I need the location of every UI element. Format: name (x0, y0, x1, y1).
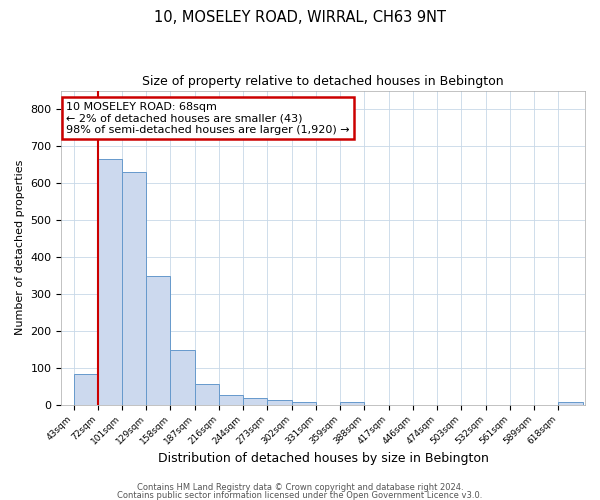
Text: 10 MOSELEY ROAD: 68sqm
← 2% of detached houses are smaller (43)
98% of semi-deta: 10 MOSELEY ROAD: 68sqm ← 2% of detached … (66, 102, 350, 135)
X-axis label: Distribution of detached houses by size in Bebington: Distribution of detached houses by size … (158, 452, 488, 465)
Text: Contains HM Land Registry data © Crown copyright and database right 2024.: Contains HM Land Registry data © Crown c… (137, 484, 463, 492)
Bar (292, 402, 316, 404)
Bar (559, 402, 583, 404)
Bar (98, 159, 122, 404)
Bar (268, 400, 292, 404)
Text: Contains public sector information licensed under the Open Government Licence v3: Contains public sector information licen… (118, 490, 482, 500)
Bar (219, 394, 243, 404)
Bar (243, 398, 268, 404)
Bar (146, 276, 170, 404)
Bar (195, 384, 219, 404)
Text: 10, MOSELEY ROAD, WIRRAL, CH63 9NT: 10, MOSELEY ROAD, WIRRAL, CH63 9NT (154, 10, 446, 25)
Bar (170, 350, 195, 405)
Bar (74, 374, 98, 404)
Bar (122, 172, 146, 404)
Bar (340, 402, 364, 404)
Title: Size of property relative to detached houses in Bebington: Size of property relative to detached ho… (142, 75, 504, 88)
Y-axis label: Number of detached properties: Number of detached properties (15, 160, 25, 336)
